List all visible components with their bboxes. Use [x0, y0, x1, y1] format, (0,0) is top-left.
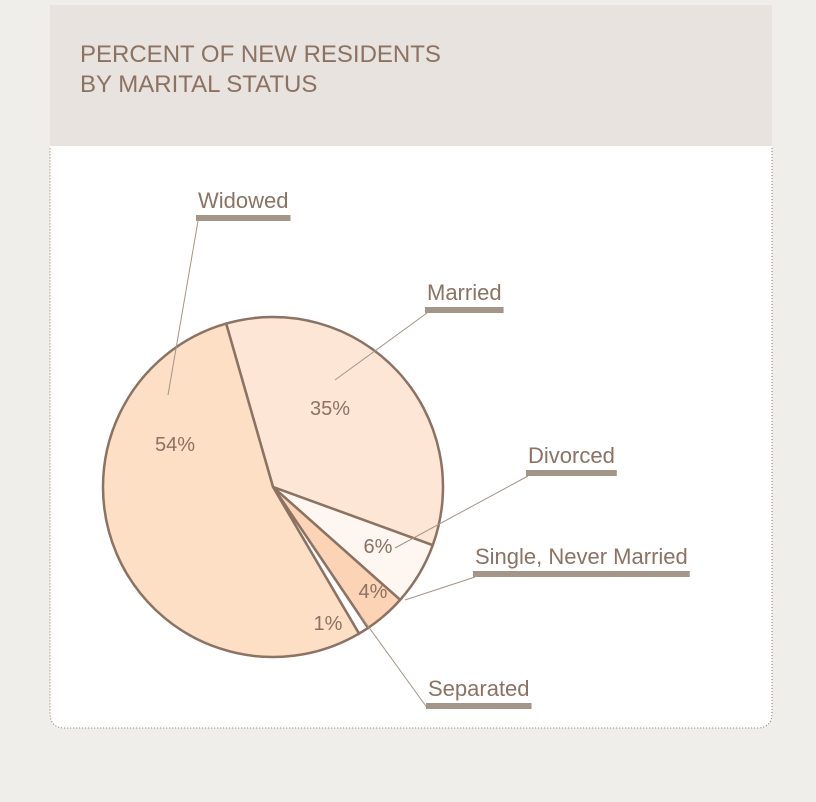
value-label: 6%: [364, 536, 393, 558]
leader-line: [359, 614, 429, 710]
label-underline: [473, 571, 690, 577]
label-underline: [196, 215, 291, 221]
leader-line: [394, 475, 529, 549]
panel-top: [50, 146, 772, 148]
pie-slice: [101, 322, 361, 659]
header: [50, 5, 772, 147]
slice-label: Widowed: [198, 188, 288, 213]
slice-label: Separated: [428, 676, 530, 701]
value-label: 35%: [310, 398, 350, 420]
slice-label: Divorced: [528, 443, 615, 468]
pie-slice: [224, 315, 445, 547]
label-underline: [526, 470, 617, 476]
value-label: 54%: [155, 434, 195, 456]
label-underline: [426, 703, 532, 709]
value-label: 4%: [359, 581, 388, 603]
leader-line: [334, 312, 428, 381]
label-underline: [425, 307, 504, 313]
value-label: 1%: [314, 613, 343, 635]
leader-line: [404, 576, 476, 601]
chart-title: PERCENT OF NEW RESIDENTS BY MARITAL STATU…: [80, 41, 441, 98]
slice-label: Married: [427, 280, 502, 305]
slice-label: Single, Never Married: [475, 544, 688, 569]
leader-line: [167, 220, 199, 396]
